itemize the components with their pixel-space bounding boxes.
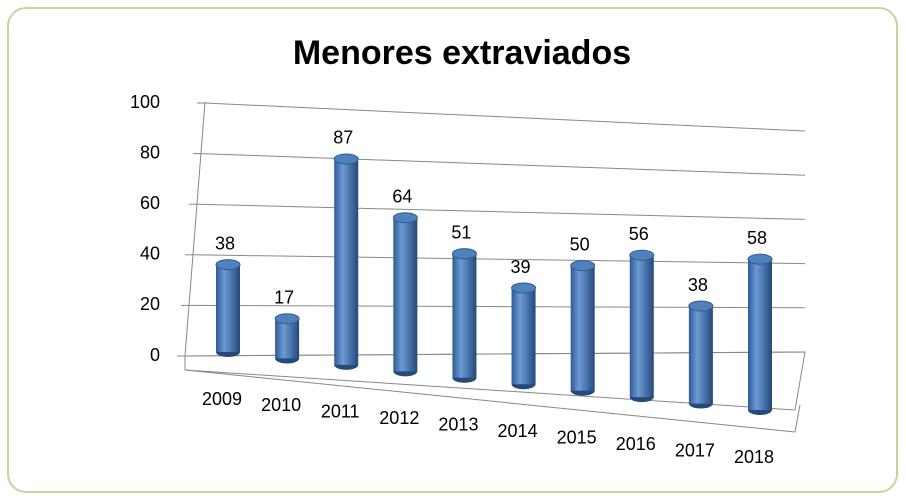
value-label: 38 [215,233,235,253]
floor-edge [184,369,796,433]
bar [748,259,772,410]
value-label: 87 [333,128,353,148]
x-tick-label: 2011 [321,402,360,422]
bar [629,255,654,398]
bar [452,253,477,378]
x-tick-label: 2014 [498,421,538,441]
y-tick-label: 0 [150,345,160,365]
plot: 0 20 40 60 80 100 38 2009 17 2010 87 2011 64 2012 51 20… [130,92,806,467]
chart-title: Menores extraviados [293,34,631,72]
x-tick-label: 2009 [202,389,242,409]
bar [275,318,300,359]
x-tick-label: 2017 [675,440,715,460]
value-label: 50 [570,234,590,254]
bar-top [392,212,418,224]
bar-top [511,282,537,294]
x-tick-label: 2016 [616,434,656,454]
floor-edge [794,404,801,433]
grid-line [200,153,806,176]
bar-top [629,249,655,261]
bar [511,288,536,385]
value-label: 39 [511,257,531,277]
value-label: 58 [747,228,767,248]
grid-line [204,102,806,132]
grid-line [192,254,806,265]
bar-top [451,248,477,260]
value-label: 64 [392,186,412,206]
bar [216,264,240,352]
value-label: 38 [688,275,708,295]
value-label: 51 [451,222,471,242]
x-tick-label: 2012 [379,408,419,428]
bar [334,158,359,365]
y-tick-label: 40 [140,244,160,264]
left-wall [184,101,206,357]
x-tick-label: 2010 [261,395,301,415]
bar [688,306,713,404]
x-tick-label: 2015 [557,427,597,447]
value-label: 17 [274,288,294,308]
y-tick-label: 80 [140,142,160,162]
bar-top [333,153,359,165]
x-tick-label: 2018 [734,447,774,467]
bar-top [688,300,714,312]
y-tick-label: 100 [130,92,160,112]
grid-line [196,203,806,220]
y-tick-label: 60 [140,193,160,213]
bar-top [570,260,596,272]
bar-top [274,313,300,325]
y-tick-label: 20 [140,294,160,314]
bar-top [747,253,773,265]
bar-top [215,259,241,271]
bar [570,265,595,391]
x-tick-label: 2013 [438,415,478,435]
value-label: 56 [629,224,649,244]
bar [393,217,418,372]
